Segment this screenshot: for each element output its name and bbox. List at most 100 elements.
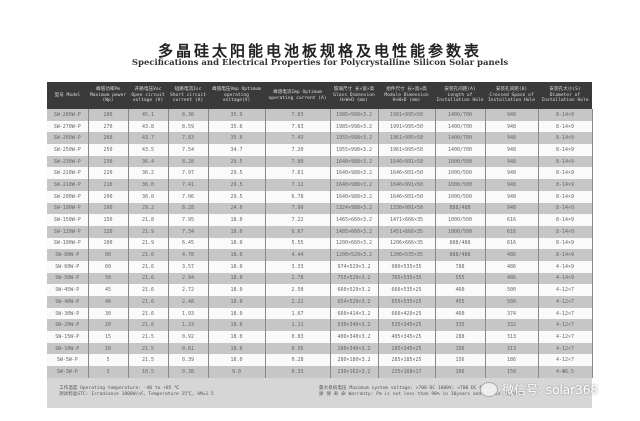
table-cell: 18.0 bbox=[208, 331, 266, 343]
table-cell: 7.83 bbox=[168, 132, 209, 145]
table-cell: 35.0 bbox=[208, 132, 266, 145]
table-cell: 948 bbox=[485, 109, 539, 121]
table-cell: 280 bbox=[88, 109, 129, 121]
table-cell: 1465×660×3.2 bbox=[330, 214, 379, 226]
table-cell: 8-14×9 bbox=[538, 155, 593, 168]
table-cell: 948 bbox=[485, 190, 539, 203]
table-cell: 45 bbox=[88, 284, 129, 296]
table-cell: 1200×660×3.2 bbox=[330, 237, 379, 250]
table-cell: 30 bbox=[88, 307, 129, 320]
table-cell: 1646×991×50 bbox=[378, 167, 436, 180]
table-cell: 9.0 bbox=[208, 366, 266, 378]
table-cell: 6.78 bbox=[265, 190, 331, 203]
table-cell: 18.0 bbox=[208, 354, 266, 367]
watermark-text: 微信号: solar368 bbox=[502, 383, 598, 397]
table-cell: 1400/700 bbox=[435, 132, 486, 145]
column-header: 型号 Model bbox=[47, 82, 88, 109]
table-cell: 1000/500 bbox=[435, 155, 486, 168]
table-cell: SW-230W-P bbox=[47, 155, 89, 168]
table-cell: 288 bbox=[435, 331, 486, 343]
table-cell: 788 bbox=[435, 260, 486, 273]
table-cell: 7.06 bbox=[168, 190, 209, 203]
table-cell: 1955×998×3.2 bbox=[330, 144, 379, 156]
table-cell: SW-280W-P bbox=[47, 109, 89, 121]
table-cell: SW-5W-P bbox=[47, 354, 89, 367]
table-cell: 8-14×9 bbox=[538, 179, 593, 191]
table-cell: 156 bbox=[435, 342, 486, 355]
column-header: 组件尺寸 长×宽×高 Module Dimension H×W×D (mm) bbox=[378, 82, 435, 109]
table-cell: 235×168×17 bbox=[378, 366, 436, 378]
column-header: 峰值电压Vmp Optimum operating voltage(V) bbox=[208, 82, 265, 109]
table-row: SW-200W-P 200 36.0 7.06 29.5 6.78 1640×988×3.2… bbox=[47, 190, 593, 203]
table-cell: 1640×988×3.2 bbox=[330, 190, 379, 203]
table-cell: SW-220W-P bbox=[47, 167, 89, 180]
column-header: 安装孔大小(S) Diameter of Installation Hole bbox=[538, 82, 592, 109]
table-row: SW-45W-P 45 21.6 2.72 18.0 2.50 660×529×3.2 666… bbox=[47, 284, 593, 296]
table-cell: 4.44 bbox=[265, 249, 331, 261]
warranty: 质 保 寿 命 Warranty: Pm is not less than 90… bbox=[319, 392, 523, 397]
column-header: 峰值电流Imp Optimum operating current (A) bbox=[265, 82, 330, 109]
table-cell: 10 bbox=[88, 342, 129, 355]
table-cell: 34.7 bbox=[208, 144, 266, 156]
table-cell: 10.5 bbox=[128, 366, 169, 378]
table-cell: SW-120W-P bbox=[47, 225, 89, 238]
table-cell: SW-30W-P bbox=[47, 307, 89, 320]
table-cell: 765×535×35 bbox=[378, 272, 436, 285]
table-cell: 7.22 bbox=[265, 214, 331, 226]
table-cell: 530×340×3.2 bbox=[330, 319, 379, 332]
table-cell: 1451×666×35 bbox=[378, 225, 436, 238]
table-cell: 18.0 bbox=[208, 319, 266, 332]
table-cell: 555 bbox=[435, 272, 486, 285]
table-cell: 200 bbox=[88, 190, 129, 203]
table-cell: 1961×995×50 bbox=[378, 132, 436, 145]
table-cell: 166 bbox=[435, 366, 486, 378]
column-header: 玻璃尺寸 长×宽×高 Glass Dimension H×W×D (mm) bbox=[330, 82, 378, 109]
table-cell: SW-190W-P bbox=[47, 202, 89, 215]
table-cell: 1646×991×50 bbox=[378, 155, 436, 168]
table-cell: 36.0 bbox=[128, 190, 169, 203]
table-cell: 80 bbox=[88, 249, 129, 261]
table-row: SW-60W-P 60 21.6 3.57 18.0 3.33 974×529×3.2 980… bbox=[47, 260, 593, 273]
table-cell: 1200×529×3.2 bbox=[330, 249, 379, 261]
table-cell: 50 bbox=[88, 272, 129, 285]
table-cell: 1324×988×3.2 bbox=[330, 202, 379, 215]
table-cell: 6.45 bbox=[168, 237, 209, 250]
column-header: 安装孔间距(B) Crossed Space of Installation H… bbox=[485, 82, 538, 109]
table-cell: 21.9 bbox=[128, 225, 169, 238]
table-row: SW-260W-P 260 43.7 7.83 35.0 7.43 1955×998×3.2… bbox=[47, 132, 593, 145]
table-cell: 1991×995×50 bbox=[378, 109, 436, 121]
table-cell: 210 bbox=[88, 179, 129, 191]
table-footer: 工作温度 Operating temperature: -40 to +85 ℃… bbox=[47, 378, 592, 408]
table-cell: 24.0 bbox=[208, 202, 266, 215]
table-cell: 21.5 bbox=[128, 342, 169, 355]
table-cell: 18.0 bbox=[208, 284, 266, 296]
table-cell: SW-20W-P bbox=[47, 319, 89, 332]
table-cell: 156 bbox=[435, 354, 486, 367]
table-cell: 460 bbox=[435, 307, 486, 320]
table-cell: 8-14×9 bbox=[538, 237, 593, 250]
table-cell: SW-3W-P bbox=[47, 366, 89, 378]
table-cell: SW-10W-P bbox=[47, 342, 89, 355]
table-cell: 7.43 bbox=[265, 132, 331, 145]
table-cell: 948 bbox=[485, 132, 539, 145]
table-cell: 8-14×9 bbox=[538, 132, 593, 145]
table-cell: 2.22 bbox=[265, 296, 331, 308]
table-cell: 150 bbox=[88, 214, 129, 226]
table-cell: 1000/500 bbox=[435, 179, 486, 191]
watermark: 微信号: solar368 bbox=[480, 381, 598, 398]
table-cell: 21.9 bbox=[128, 237, 169, 250]
table-cell: 18.0 bbox=[208, 342, 266, 355]
table-cell: 186 bbox=[485, 354, 539, 367]
table-cell: 7.61 bbox=[265, 167, 331, 180]
table-cell: 29.2 bbox=[128, 202, 169, 215]
table-cell: 1000/500 bbox=[435, 167, 486, 180]
table-cell: 3 bbox=[88, 366, 129, 378]
table-cell: 18.0 bbox=[208, 237, 266, 250]
table-cell: 0.92 bbox=[168, 331, 209, 343]
spec-table: 型号 Model 峰值功率Pm Maximum power (Wp) 开路电压Voc… bbox=[47, 82, 593, 378]
table-cell: 21.5 bbox=[128, 331, 169, 343]
table-cell: 285×345×25 bbox=[378, 342, 436, 355]
table-cell: 3.57 bbox=[168, 260, 209, 273]
table-cell: 374 bbox=[485, 307, 539, 320]
table-row: SW-50W-P 50 21.6 2.94 18.0 2.78 755×529×3.2 765… bbox=[47, 272, 593, 285]
